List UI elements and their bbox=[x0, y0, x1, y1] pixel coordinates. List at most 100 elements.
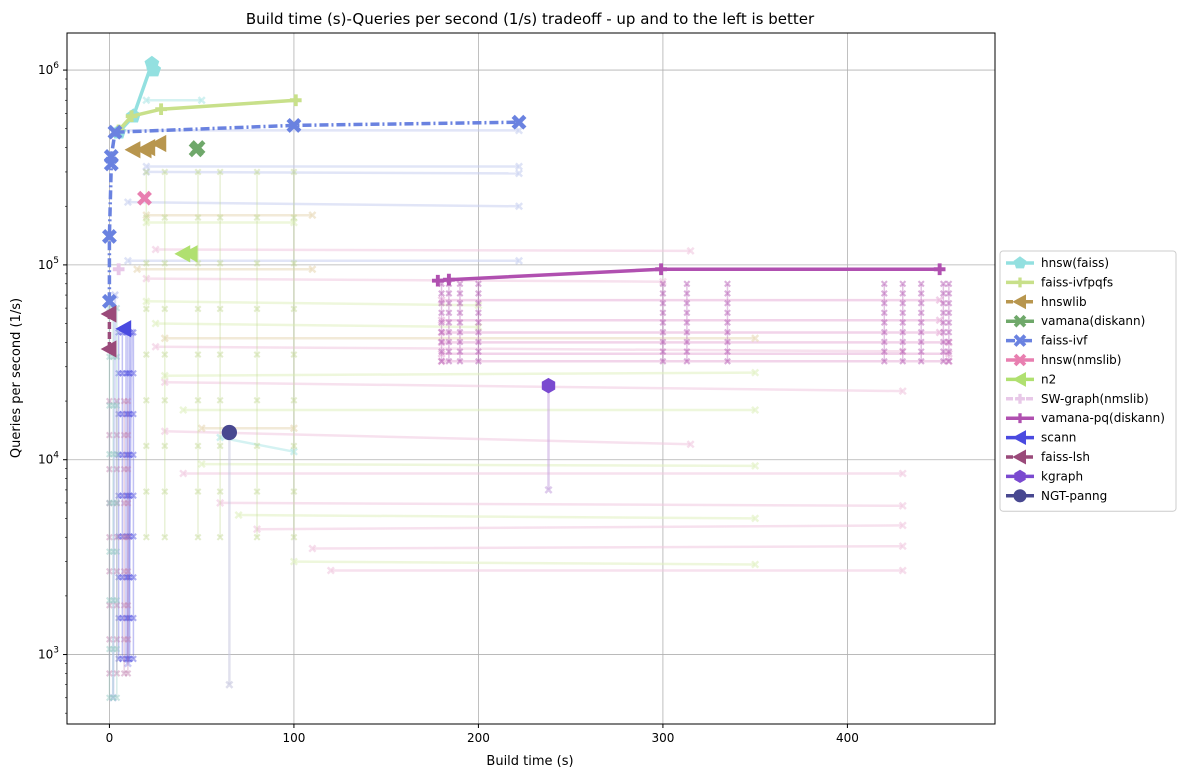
background-point bbox=[880, 328, 888, 336]
background-point bbox=[142, 274, 151, 283]
x-tick-label: 200 bbox=[467, 731, 490, 745]
background-point bbox=[880, 299, 888, 307]
background-point bbox=[129, 573, 137, 581]
background-point bbox=[751, 334, 760, 343]
background-point bbox=[253, 533, 261, 541]
background-point bbox=[659, 290, 667, 297]
legend-entry: hnsw(nmslib) bbox=[1006, 353, 1121, 367]
background-point bbox=[658, 277, 667, 286]
background-point bbox=[445, 299, 453, 307]
background-series bbox=[105, 96, 953, 702]
background-point bbox=[129, 410, 137, 418]
background-point bbox=[126, 492, 134, 500]
background-point bbox=[161, 396, 169, 404]
background-point bbox=[142, 218, 151, 227]
y-tick-label: 103 bbox=[38, 646, 59, 662]
background-point bbox=[216, 498, 225, 507]
background-point bbox=[917, 290, 925, 297]
background-point bbox=[122, 655, 130, 663]
background-point bbox=[124, 410, 132, 418]
background-point bbox=[290, 488, 298, 496]
legend-label: SW-graph(nmslib) bbox=[1041, 392, 1149, 406]
background-point bbox=[683, 309, 691, 317]
background-point bbox=[126, 655, 134, 663]
background-point bbox=[216, 488, 224, 496]
background-point bbox=[105, 465, 113, 473]
background-point bbox=[724, 309, 731, 317]
background-line bbox=[164, 430, 691, 446]
background-point bbox=[290, 442, 298, 450]
background-point bbox=[659, 328, 667, 336]
legend-marker bbox=[1012, 430, 1026, 446]
background-point bbox=[113, 465, 121, 473]
background-point bbox=[945, 290, 953, 297]
background-point bbox=[133, 265, 142, 274]
background-point bbox=[917, 280, 925, 288]
background-point bbox=[142, 211, 151, 220]
background-point bbox=[234, 511, 243, 520]
background-point bbox=[514, 256, 524, 265]
background-point bbox=[724, 328, 731, 336]
background-point bbox=[253, 488, 261, 496]
series-hnswlib bbox=[124, 134, 167, 159]
background-line bbox=[146, 170, 520, 175]
background-point bbox=[514, 162, 524, 171]
background-point bbox=[160, 371, 169, 380]
background-point bbox=[899, 299, 907, 307]
background-point bbox=[142, 305, 150, 313]
background-point bbox=[437, 316, 446, 325]
background-point bbox=[445, 338, 453, 346]
legend-entry: hnswlib bbox=[1006, 294, 1087, 310]
background-point bbox=[105, 450, 113, 458]
background-point bbox=[456, 348, 464, 356]
background-point bbox=[514, 169, 524, 178]
background-point bbox=[122, 410, 130, 418]
background-point bbox=[142, 533, 150, 541]
background-point bbox=[129, 533, 137, 540]
background-point bbox=[122, 492, 130, 500]
background-point bbox=[945, 357, 953, 365]
background-point bbox=[118, 451, 126, 459]
background-point bbox=[129, 655, 137, 663]
legend-entry: vamana(diskann) bbox=[1006, 314, 1145, 328]
background-line bbox=[155, 322, 479, 329]
background-point bbox=[724, 299, 731, 307]
background-point bbox=[105, 548, 113, 556]
background-point bbox=[724, 338, 731, 346]
background-point bbox=[129, 329, 137, 336]
data-point bbox=[112, 263, 125, 276]
background-point bbox=[686, 440, 695, 449]
background-point bbox=[898, 566, 907, 575]
background-point bbox=[105, 635, 113, 643]
background-point bbox=[939, 328, 947, 336]
background-point bbox=[142, 297, 151, 306]
background-point bbox=[945, 348, 953, 356]
background-point bbox=[898, 469, 907, 478]
background-point bbox=[118, 492, 126, 500]
background-point bbox=[290, 259, 298, 267]
background-point bbox=[945, 338, 953, 346]
data-point bbox=[431, 274, 444, 287]
background-line bbox=[146, 300, 479, 307]
background-point bbox=[142, 488, 150, 496]
background-point bbox=[194, 214, 202, 222]
background-point bbox=[659, 280, 667, 288]
background-point bbox=[120, 465, 128, 473]
background-point bbox=[142, 259, 150, 267]
background-point bbox=[129, 451, 137, 459]
background-point bbox=[456, 309, 464, 317]
background-point bbox=[659, 348, 667, 356]
background-point bbox=[109, 402, 117, 409]
background-point bbox=[474, 357, 482, 365]
background-point bbox=[120, 601, 128, 609]
background-point bbox=[326, 566, 335, 575]
background-point bbox=[899, 348, 907, 356]
background-point bbox=[751, 405, 760, 415]
background-point bbox=[105, 596, 113, 604]
background-point bbox=[216, 533, 224, 541]
background-point bbox=[161, 168, 169, 176]
legend-marker bbox=[1015, 277, 1025, 288]
background-point bbox=[289, 218, 298, 227]
background-point bbox=[113, 499, 121, 507]
series-n2 bbox=[174, 245, 198, 263]
